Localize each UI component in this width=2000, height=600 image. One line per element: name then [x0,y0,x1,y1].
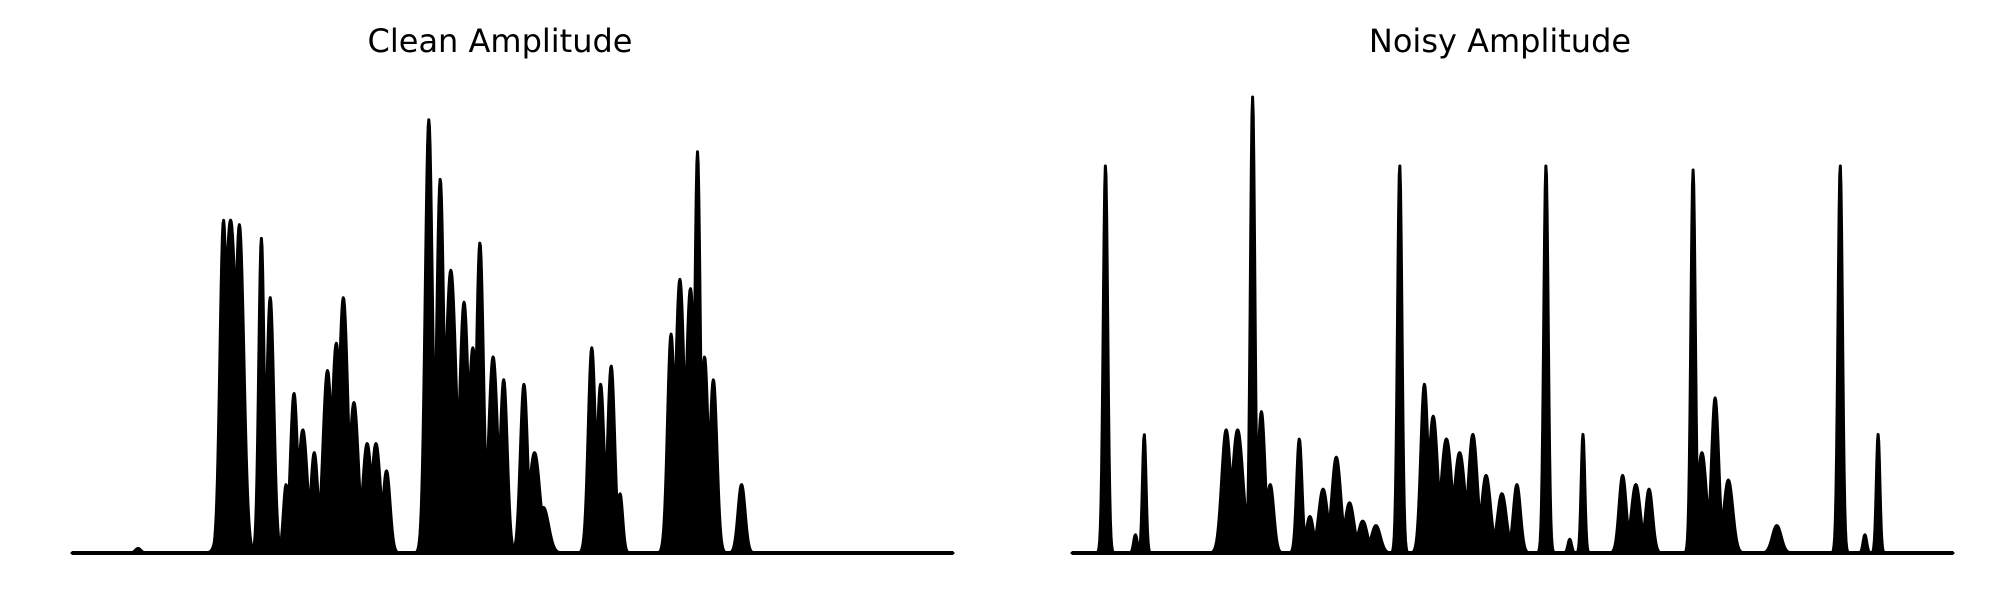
chart-title-noisy: Noisy Amplitude [1368,22,1632,60]
noisy-amplitude-chart [1070,95,1955,555]
clean-amplitude-chart [70,118,955,555]
noisy-amplitude-panel: Noisy Amplitude [1000,0,2000,600]
amplitude-area [1070,95,1955,555]
chart-title-clean: Clean Amplitude [367,22,633,60]
amplitude-area [70,118,955,555]
clean-amplitude-panel: Clean Amplitude [70,22,955,555]
